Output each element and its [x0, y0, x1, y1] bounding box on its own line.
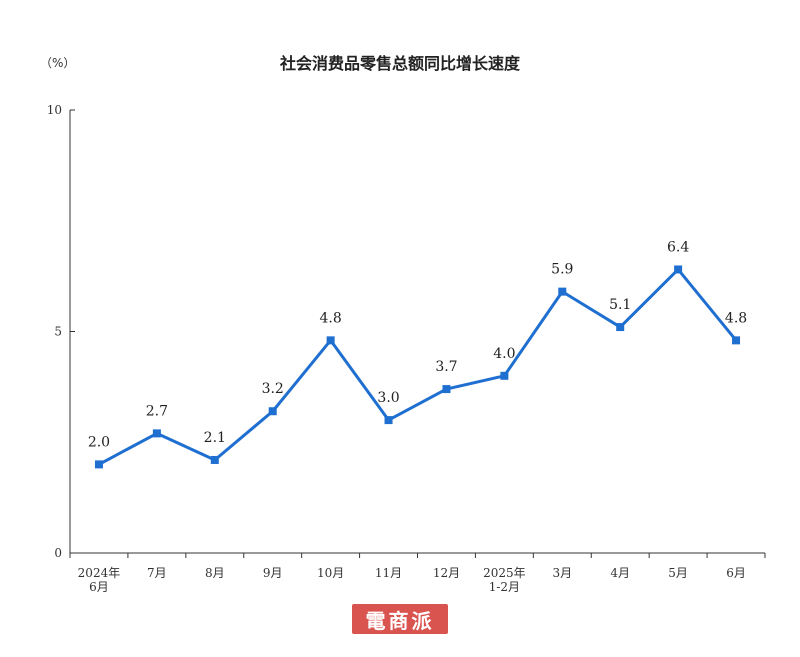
- data-label: 5.1: [609, 297, 631, 313]
- data-point-marker: [500, 371, 509, 380]
- x-tick-label: 11月: [375, 566, 402, 580]
- x-tick-label: 8月: [205, 566, 225, 580]
- x-tick-label: 2024年: [78, 566, 121, 580]
- y-axis-unit-label: （%）: [40, 56, 76, 70]
- y-tick-label: 10: [47, 103, 62, 117]
- x-tick-label: 12月: [433, 566, 460, 580]
- data-point-marker: [384, 416, 393, 425]
- x-tick-label: 6月: [726, 566, 746, 580]
- x-tick-label: 9月: [263, 566, 283, 580]
- data-point-marker: [442, 385, 451, 394]
- x-tick-label: 3月: [552, 566, 572, 580]
- data-label: 2.1: [204, 430, 226, 446]
- data-point-marker: [326, 336, 335, 345]
- data-label: 6.4: [667, 239, 689, 255]
- chart-title: 社会消费品零售总额同比增长速度: [279, 54, 520, 73]
- x-tick-label: 4月: [610, 566, 630, 580]
- data-point-marker: [94, 460, 103, 469]
- watermark-logo: 電商派: [352, 604, 448, 634]
- x-tick-label: 2025年: [483, 566, 526, 580]
- data-label: 5.9: [551, 262, 573, 278]
- data-label: 4.8: [725, 310, 747, 326]
- data-label: 4.0: [493, 346, 515, 362]
- data-label: 4.8: [319, 310, 341, 326]
- y-tick-label: 0: [54, 546, 62, 560]
- data-label: 3.2: [262, 381, 284, 397]
- data-label: 3.0: [377, 390, 399, 406]
- data-point-marker: [210, 455, 219, 464]
- data-point-marker: [558, 287, 567, 296]
- data-point-marker: [616, 323, 625, 332]
- x-tick-label: 7月: [147, 566, 167, 580]
- data-label: 2.7: [146, 403, 168, 419]
- data-point-marker: [268, 407, 277, 416]
- data-point-marker: [152, 429, 161, 438]
- y-tick-label: 5: [54, 325, 62, 339]
- x-tick-label: 6月: [89, 580, 109, 594]
- x-tick-label: 5月: [668, 566, 688, 580]
- data-label: 2.0: [88, 434, 110, 450]
- x-tick-label: 10月: [317, 566, 344, 580]
- data-point-marker: [732, 336, 741, 345]
- x-tick-label: 1-2月: [489, 580, 520, 594]
- series-line: [98, 267, 738, 466]
- data-label: 3.7: [435, 359, 457, 375]
- data-point-marker: [674, 265, 683, 274]
